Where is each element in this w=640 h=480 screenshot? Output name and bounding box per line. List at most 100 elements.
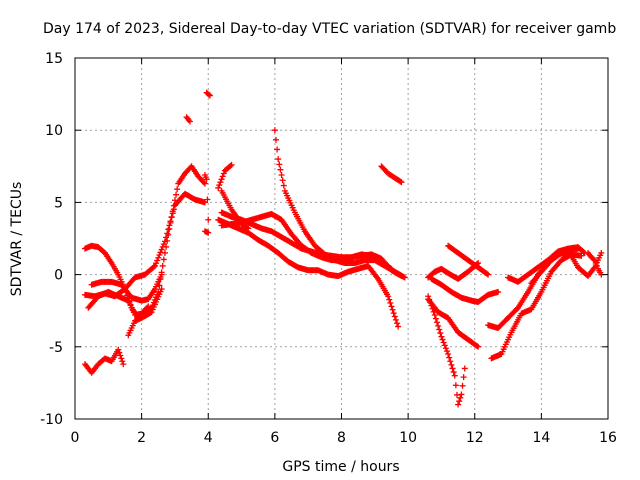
data-point xyxy=(158,286,165,293)
data-point xyxy=(580,248,587,255)
data-point xyxy=(395,323,402,330)
data-point xyxy=(461,365,468,372)
data-point xyxy=(153,260,160,267)
data-point xyxy=(166,222,173,229)
series-track-e xyxy=(85,288,152,319)
data-point xyxy=(435,322,442,329)
data-point xyxy=(159,243,166,250)
tick-labels: 0 2 4 6 8 10 12 14 16 -10 -5 0 5 10 15 xyxy=(40,51,617,446)
data-point xyxy=(457,394,464,401)
data-point xyxy=(598,249,605,256)
data-point xyxy=(245,225,252,232)
data-point xyxy=(150,263,157,270)
data-point xyxy=(459,382,466,389)
data-point xyxy=(458,391,465,398)
x-tick-label: 4 xyxy=(204,430,213,446)
data-point xyxy=(163,234,170,241)
y-tick-label: -10 xyxy=(40,412,63,428)
data-point xyxy=(271,127,278,134)
series-track-r xyxy=(425,293,468,408)
data-point xyxy=(590,256,597,263)
data-point xyxy=(394,320,401,327)
data-point xyxy=(398,179,405,186)
data-point xyxy=(275,156,282,163)
data-point xyxy=(272,136,279,143)
data-point xyxy=(438,333,445,340)
data-point xyxy=(442,345,449,352)
x-tick-label: 8 xyxy=(337,430,346,446)
data-point xyxy=(115,346,122,353)
data-point xyxy=(401,274,408,281)
data-point xyxy=(228,161,235,168)
data-point xyxy=(387,299,394,306)
series-track-p xyxy=(201,171,212,223)
data-point xyxy=(452,382,459,389)
data-point xyxy=(118,355,125,362)
y-tick-label: 10 xyxy=(45,123,63,139)
series-track-k xyxy=(215,161,235,191)
series-track-f xyxy=(125,286,165,339)
chart-title: Day 174 of 2023, Sidereal Day-to-day VTE… xyxy=(43,21,616,37)
data-point xyxy=(168,214,175,221)
data-point xyxy=(170,206,177,213)
data-point xyxy=(158,271,165,278)
data-point xyxy=(483,270,490,277)
data-point xyxy=(385,293,392,300)
data-point xyxy=(456,398,463,405)
data-point xyxy=(431,312,438,319)
series-track-d xyxy=(81,346,127,376)
y-tick-label: -5 xyxy=(49,340,63,356)
data-point xyxy=(145,303,152,310)
x-tick-label: 10 xyxy=(399,430,417,446)
data-point xyxy=(450,369,457,376)
data-point xyxy=(204,196,211,203)
data-point xyxy=(159,262,166,269)
data-point xyxy=(578,252,585,259)
data-point xyxy=(116,349,123,356)
data-point xyxy=(433,319,440,326)
data-point xyxy=(391,313,398,320)
data-point xyxy=(151,262,158,269)
data-point xyxy=(277,166,284,173)
data-point xyxy=(475,343,482,350)
data-point xyxy=(276,161,283,168)
data-point xyxy=(167,218,174,225)
data-point xyxy=(439,336,446,343)
data-point xyxy=(445,351,452,358)
data-point xyxy=(388,303,395,310)
data-point xyxy=(160,241,167,248)
data-point xyxy=(437,330,444,337)
data-point xyxy=(591,257,598,264)
series-track-l xyxy=(218,187,252,232)
data-point xyxy=(206,92,213,99)
series-track-m xyxy=(378,163,405,186)
series-track-n xyxy=(183,114,193,125)
y-tick-label: 0 xyxy=(54,268,63,284)
data-point xyxy=(161,238,168,245)
data-point xyxy=(389,306,396,313)
grid xyxy=(75,58,608,419)
data-point xyxy=(216,182,223,189)
series-track-z xyxy=(528,249,605,287)
x-axis-label: GPS time / hours xyxy=(282,459,399,475)
data-point xyxy=(169,210,176,217)
series-track-v xyxy=(445,242,492,278)
series-track-t xyxy=(428,275,502,306)
data-point xyxy=(448,361,455,368)
data-point xyxy=(157,249,164,256)
data-point xyxy=(227,162,234,169)
data-point xyxy=(205,216,212,223)
data-point xyxy=(441,342,448,349)
x-tick-label: 12 xyxy=(466,430,484,446)
y-tick-label: 15 xyxy=(45,51,63,67)
data-point xyxy=(154,257,161,264)
data-point xyxy=(432,315,439,322)
data-point xyxy=(164,230,171,237)
data-point xyxy=(218,176,225,183)
data-point xyxy=(460,374,467,381)
data-point xyxy=(119,358,126,365)
x-tick-label: 0 xyxy=(71,430,80,446)
data-point xyxy=(203,176,210,183)
data-point xyxy=(473,342,480,349)
